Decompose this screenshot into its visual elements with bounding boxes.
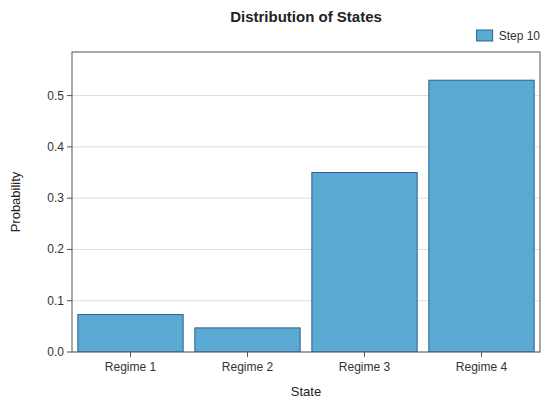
legend-label: Step 10 [499, 29, 541, 43]
y-tick-label: 0.2 [47, 242, 64, 256]
x-axis-label: State [291, 384, 321, 399]
bar [195, 328, 300, 352]
y-tick-label: 0.4 [47, 140, 64, 154]
x-tick-label: Regime 1 [105, 360, 157, 374]
x-tick-label: Regime 2 [222, 360, 274, 374]
y-tick-label: 0.3 [47, 191, 64, 205]
legend: Step 10 [477, 29, 541, 43]
x-tick [247, 352, 248, 357]
background [0, 0, 560, 420]
y-tick-label: 0.5 [47, 89, 64, 103]
y-tick [67, 249, 72, 250]
legend-swatch [477, 30, 493, 41]
x-tick [364, 352, 365, 357]
y-axis-label: Probability [8, 171, 23, 232]
x-tick [481, 352, 482, 357]
y-tick-label: 0.0 [47, 345, 64, 359]
y-tick-label: 0.1 [47, 294, 64, 308]
bars [78, 80, 534, 352]
chart: 0.0 0.1 0.2 0.3 0.4 0.5 Regime 1 Regime 2 Regime… [0, 0, 560, 420]
y-tick [67, 300, 72, 301]
x-tick-label: Regime 4 [456, 360, 508, 374]
bar [78, 315, 183, 352]
plot-frame [72, 52, 540, 352]
bar [312, 173, 417, 352]
y-tick [67, 198, 72, 199]
x-tick-label: Regime 3 [339, 360, 391, 374]
y-tick [67, 352, 72, 353]
y-tick [67, 95, 72, 96]
bar [429, 80, 534, 352]
title: Distribution of States [230, 8, 382, 25]
x-tick [130, 352, 131, 357]
y-tick [67, 146, 72, 147]
